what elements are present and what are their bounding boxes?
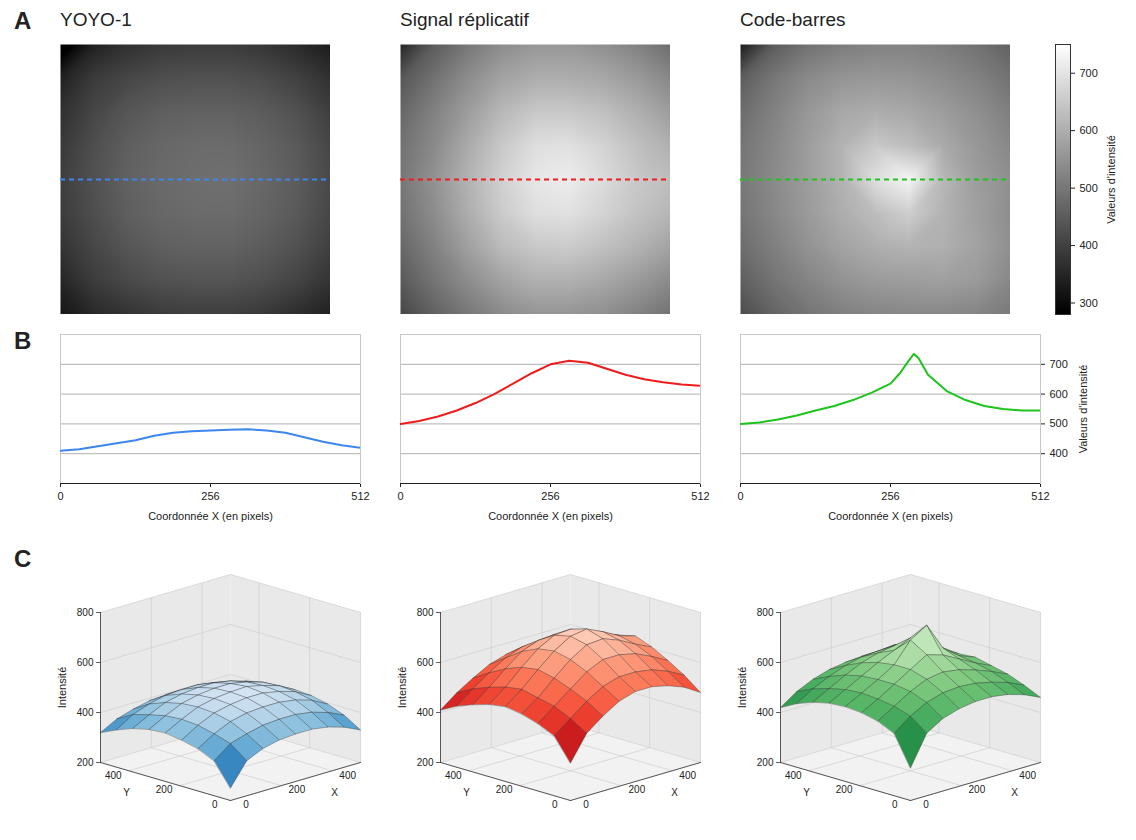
svg-text:400: 400 (757, 707, 774, 718)
svg-text:512: 512 (351, 490, 369, 502)
svg-text:Intensité: Intensité (56, 667, 68, 709)
svg-text:256: 256 (201, 490, 219, 502)
svg-text:0: 0 (552, 799, 558, 810)
svg-text:400: 400 (679, 770, 696, 781)
html-text:YOYO-1: YOYO-1 (60, 9, 132, 30)
svg-text:256: 256 (541, 490, 559, 502)
svg-text:512: 512 (1031, 490, 1049, 502)
svg-text:400: 400 (1019, 770, 1036, 781)
svg-text:200: 200 (417, 757, 434, 768)
html-text:A: A (14, 7, 32, 34)
svg-text:800: 800 (417, 607, 434, 618)
svg-text:200: 200 (289, 784, 306, 795)
svg-text:800: 800 (77, 607, 94, 618)
svg-text:400: 400 (445, 770, 462, 781)
svg-text:500: 500 (1080, 182, 1098, 194)
svg-text:0: 0 (892, 799, 898, 810)
svg-text:Valeurs d'intensité: Valeurs d'intensité (1077, 365, 1089, 454)
html-text:Code-barres: Code-barres (740, 9, 846, 30)
svg-text:400: 400 (1080, 239, 1098, 251)
svg-text:Coordonnée X (en pixels): Coordonnée X (en pixels) (148, 510, 273, 522)
svg-text:400: 400 (785, 770, 802, 781)
svg-text:200: 200 (836, 784, 853, 795)
svg-text:200: 200 (757, 757, 774, 768)
svg-text:500: 500 (1050, 417, 1068, 429)
svg-text:400: 400 (1050, 447, 1068, 459)
svg-text:X: X (331, 787, 338, 798)
svg-text:600: 600 (1080, 124, 1098, 136)
svg-text:600: 600 (77, 657, 94, 668)
svg-text:700: 700 (1050, 358, 1068, 370)
svg-text:0: 0 (397, 490, 403, 502)
svg-text:0: 0 (243, 799, 249, 810)
html-text:C: C (14, 545, 32, 572)
svg-text:200: 200 (969, 784, 986, 795)
svg-text:400: 400 (417, 707, 434, 718)
svg-text:0: 0 (583, 799, 589, 810)
svg-text:Intensité: Intensité (736, 667, 748, 709)
svg-text:0: 0 (212, 799, 218, 810)
svg-text:200: 200 (496, 784, 513, 795)
svg-text:512: 512 (691, 490, 709, 502)
svg-text:0: 0 (57, 490, 63, 502)
svg-text:700: 700 (1080, 67, 1098, 79)
svg-text:Coordonnée X (en pixels): Coordonnée X (en pixels) (828, 510, 953, 522)
svg-text:Coordonnée X (en pixels): Coordonnée X (en pixels) (488, 510, 613, 522)
svg-text:400: 400 (339, 770, 356, 781)
svg-text:200: 200 (77, 757, 94, 768)
svg-text:Y: Y (803, 787, 810, 798)
svg-text:600: 600 (1050, 388, 1068, 400)
svg-text:Valeurs d'intensité: Valeurs d'intensité (1105, 135, 1117, 224)
html-text:Signal réplicatif: Signal réplicatif (400, 9, 529, 30)
svg-text:0: 0 (737, 490, 743, 502)
svg-text:X: X (671, 787, 678, 798)
html-text:B: B (14, 327, 32, 354)
svg-text:Intensité: Intensité (396, 667, 408, 709)
svg-text:X: X (1011, 787, 1018, 798)
svg-text:200: 200 (156, 784, 173, 795)
svg-text:800: 800 (757, 607, 774, 618)
svg-text:0: 0 (923, 799, 929, 810)
svg-text:600: 600 (757, 657, 774, 668)
svg-text:300: 300 (1080, 297, 1098, 309)
svg-text:400: 400 (77, 707, 94, 718)
svg-text:Y: Y (123, 787, 130, 798)
svg-text:400: 400 (105, 770, 122, 781)
svg-text:256: 256 (881, 490, 899, 502)
svg-text:600: 600 (417, 657, 434, 668)
svg-text:200: 200 (629, 784, 646, 795)
svg-text:Y: Y (463, 787, 470, 798)
